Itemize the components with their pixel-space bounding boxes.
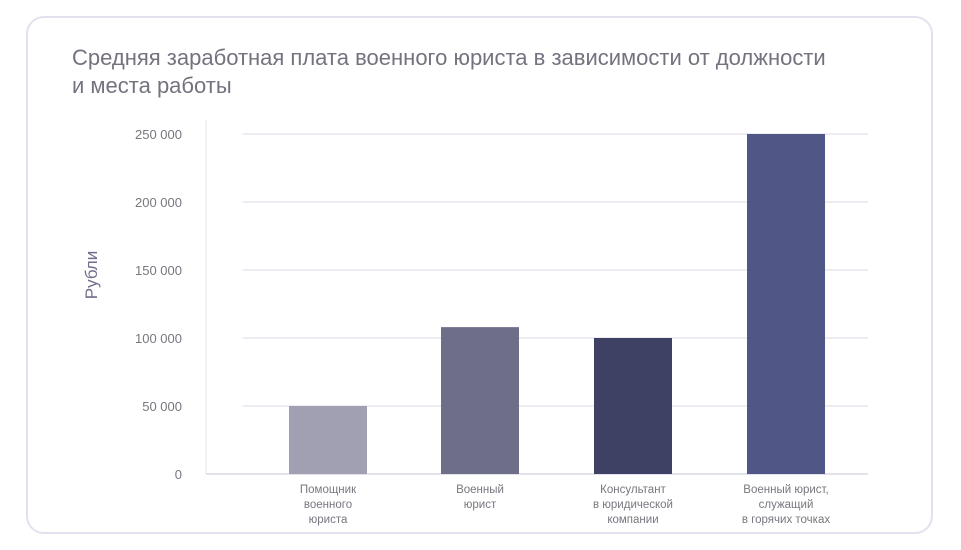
bar	[747, 134, 825, 474]
x-tick-label: Консультант	[600, 484, 666, 496]
y-tick-label: 200 000	[135, 195, 182, 210]
y-axis-label: Рубли	[82, 251, 101, 299]
x-tick-label: в юридической	[593, 499, 673, 511]
x-tick-label: служащий	[759, 499, 814, 511]
x-tick-label: в горячих точках	[742, 514, 830, 526]
x-tick-label: компании	[607, 514, 658, 526]
y-tick-label: 50 000	[142, 399, 182, 414]
y-tick-label: 250 000	[135, 127, 182, 142]
x-tick-label: юриста	[309, 514, 348, 526]
x-tick-label: военного	[304, 499, 352, 511]
chart-title: Средняя заработная плата военного юриста…	[72, 45, 826, 98]
chart-card	[26, 16, 933, 534]
y-tick-label: 0	[175, 467, 182, 482]
x-tick-label: юрист	[464, 499, 497, 511]
bar	[441, 327, 519, 474]
y-tick-label: 100 000	[135, 331, 182, 346]
y-tick-label: 150 000	[135, 263, 182, 278]
bar	[594, 338, 672, 474]
x-tick-label: Военный	[456, 484, 504, 496]
x-tick-label: Военный юрист,	[743, 484, 828, 496]
bar	[289, 406, 367, 474]
x-tick-label: Помощник	[300, 484, 357, 496]
